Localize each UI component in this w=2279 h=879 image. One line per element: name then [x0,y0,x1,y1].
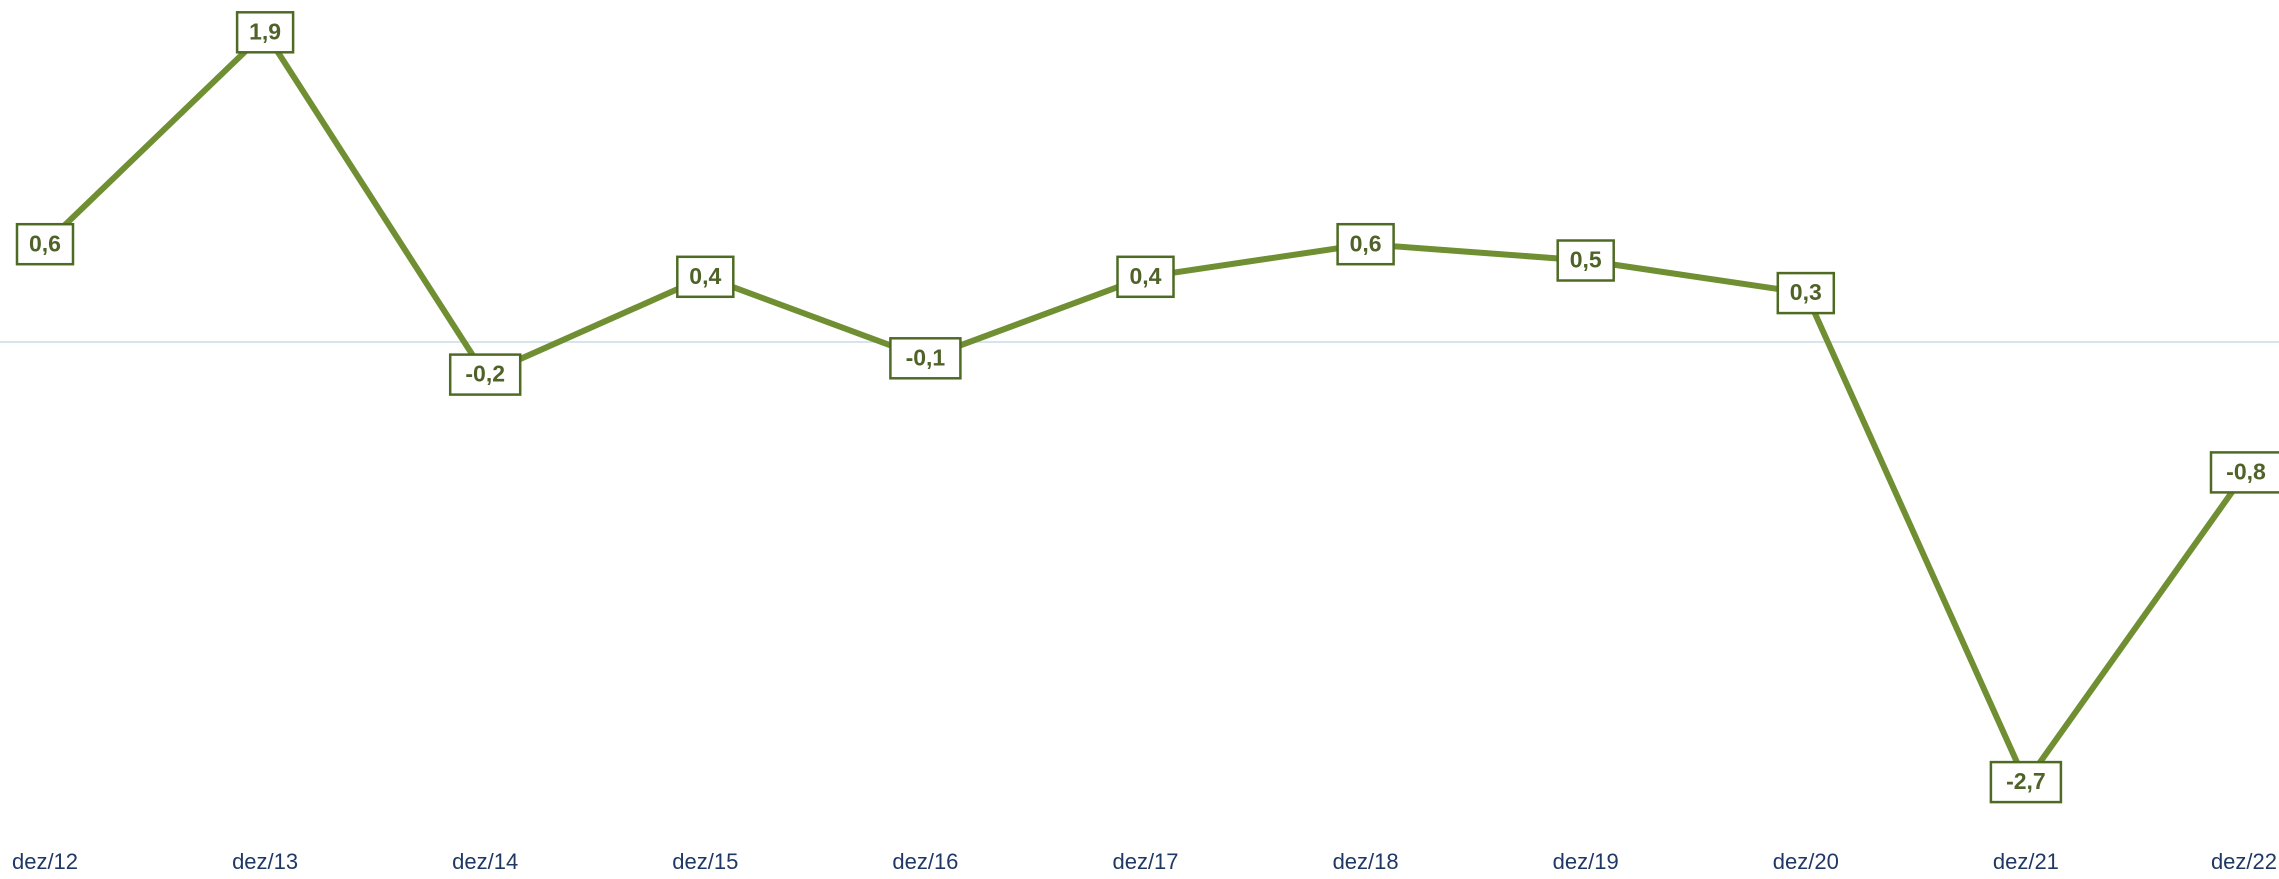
value-label: 0,6 [1350,230,1382,256]
value-label: 0,4 [1130,263,1162,289]
data-label: -0,8 [2209,451,2279,494]
value-label: -2,7 [2006,768,2046,794]
x-tick-label: dez/17 [1112,849,1178,874]
label-box [448,353,522,396]
data-label: 0,6 [1336,222,1395,266]
data-label: -0,1 [889,337,962,380]
label-box [235,11,295,54]
data-label: 0,4 [1116,255,1175,299]
x-tick-label: dez/21 [1993,849,2059,874]
x-tick-label: dez/15 [672,849,738,874]
value-label: 0,4 [689,263,721,289]
data-label: -0,2 [448,353,522,396]
x-tick-label: dez/14 [452,849,518,874]
label-box [1776,271,1836,315]
label-box [1989,760,2063,804]
x-tick-label: dez/22 [2211,849,2277,874]
data-label: 0,6 [15,222,75,266]
value-label: -0,1 [906,344,946,370]
line [42,29,2249,786]
value-label: 1,9 [249,18,281,44]
data-label: 0,3 [1776,271,1836,315]
label-box [15,222,75,266]
value-label: 0,6 [29,230,61,256]
label-box [889,337,962,380]
value-label: 0,3 [1790,279,1822,305]
value-label: -0,8 [2226,458,2266,484]
label-box [1116,255,1175,299]
x-tick-label: dez/12 [12,849,78,874]
data-label: -2,7 [1989,760,2063,804]
x-tick-label: dez/19 [1553,849,1619,874]
value-label: -0,2 [465,361,505,387]
x-tick-label: dez/13 [232,849,298,874]
label-box [1336,222,1395,266]
label-box [1556,239,1615,282]
label-box [2209,451,2279,494]
x-tick-label: dez/16 [892,849,958,874]
data-label: 0,4 [676,255,735,299]
data-label: 0,5 [1556,239,1615,282]
data-label: 1,9 [235,11,295,54]
value-label: 0,5 [1570,247,1602,273]
x-tick-label: dez/18 [1333,849,1399,874]
label-box [676,255,735,299]
x-tick-label: dez/20 [1773,849,1839,874]
